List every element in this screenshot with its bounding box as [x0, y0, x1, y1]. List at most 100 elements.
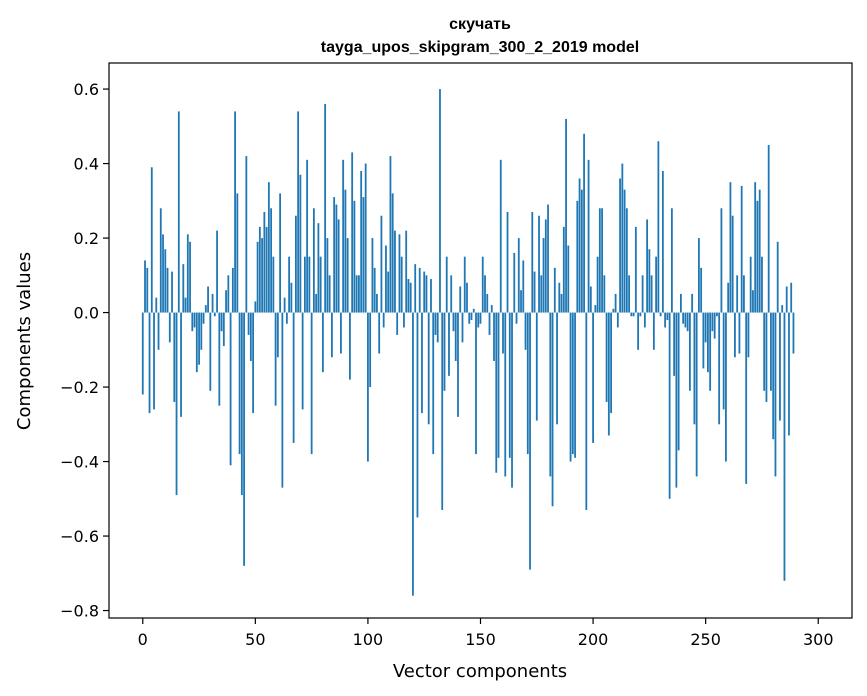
bar-282	[776, 241, 779, 313]
bar-13	[171, 271, 173, 313]
bar-229	[657, 141, 660, 313]
bar-278	[767, 144, 770, 313]
bar-82	[326, 238, 329, 313]
bar-226	[650, 275, 653, 313]
bar-121	[414, 264, 417, 313]
bar-172	[529, 312, 531, 570]
bar-157	[495, 312, 498, 473]
bar-25	[198, 312, 200, 365]
bar-115	[400, 256, 403, 313]
bar-81	[324, 103, 327, 313]
bar-255	[716, 312, 718, 317]
bar-200	[592, 312, 594, 443]
bar-124	[421, 312, 423, 414]
bar-22	[191, 312, 194, 332]
bar-105	[378, 312, 381, 354]
bar-56	[267, 182, 270, 313]
bar-250	[704, 312, 707, 343]
bar-73	[306, 159, 309, 313]
bar-249	[702, 312, 705, 369]
bar-177	[540, 275, 543, 313]
bar-130	[434, 312, 437, 335]
bar-217	[630, 312, 633, 317]
bar-186	[560, 293, 563, 313]
bar-86	[335, 204, 338, 313]
x-tick-label: 0	[138, 630, 148, 649]
bar-123	[418, 267, 421, 313]
bar-53	[261, 238, 263, 313]
bar-117	[405, 230, 408, 313]
bar-11	[166, 267, 169, 313]
bar-85	[333, 197, 336, 313]
bar-158	[497, 312, 500, 458]
bar-155	[490, 305, 493, 313]
bar-166	[515, 312, 518, 324]
bar-288	[790, 282, 793, 313]
bar-78	[317, 223, 320, 313]
bar-132	[439, 89, 441, 313]
bar-241	[684, 312, 687, 328]
bar-110	[389, 156, 392, 313]
bar-48	[249, 312, 252, 361]
bar-183	[553, 267, 556, 313]
bar-145	[468, 312, 471, 324]
bar-15	[175, 312, 178, 496]
y-tick-label: 0.0	[74, 304, 99, 323]
bar-126	[425, 275, 428, 313]
bar-197	[585, 312, 588, 510]
bar-209	[612, 308, 615, 313]
bar-106	[380, 215, 383, 313]
bar-97	[360, 171, 363, 313]
bar-120	[412, 312, 414, 596]
bar-173	[531, 211, 534, 313]
bar-151	[481, 256, 484, 313]
bar-242	[686, 312, 689, 332]
bar-152	[484, 275, 486, 313]
bar-26	[200, 312, 203, 350]
bar-27	[202, 312, 205, 324]
bar-111	[391, 193, 394, 313]
bar-10	[164, 249, 167, 313]
bar-30	[209, 312, 212, 391]
bar-289	[792, 312, 795, 354]
bar-52	[258, 226, 261, 313]
bar-191	[571, 312, 574, 455]
bar-44	[240, 312, 243, 496]
bar-223	[643, 312, 646, 328]
bar-201	[594, 305, 597, 313]
bar-131	[436, 312, 439, 343]
y-tick-label: −0.6	[60, 527, 99, 546]
bar-163	[508, 312, 511, 458]
bar-2	[146, 267, 149, 313]
bar-92	[349, 312, 351, 380]
bar-269	[747, 312, 750, 358]
bar-182	[551, 312, 554, 507]
bar-222	[641, 275, 644, 313]
bar-63	[283, 297, 286, 313]
bar-149	[477, 312, 480, 328]
y-tick-label: 0.6	[74, 80, 99, 99]
y-tick-label: −0.2	[60, 378, 99, 397]
bar-142	[461, 312, 464, 343]
bar-219	[634, 226, 637, 313]
bar-193	[576, 200, 579, 313]
chart-title-line1: скучать	[449, 16, 511, 33]
y-tick-label: 0.2	[74, 229, 99, 248]
bar-127	[427, 312, 430, 425]
bar-265	[738, 312, 741, 354]
bar-77	[315, 293, 318, 313]
bar-31	[211, 293, 214, 313]
bar-243	[688, 312, 691, 391]
bar-62	[281, 312, 284, 488]
bar-207	[607, 312, 610, 436]
bar-138	[452, 312, 455, 332]
y-tick-label: −0.8	[60, 602, 99, 621]
bar-251	[707, 312, 709, 373]
bar-202	[596, 256, 599, 313]
bar-246	[695, 312, 698, 477]
y-tick-label: −0.4	[60, 453, 99, 472]
bar-8	[159, 208, 162, 313]
bar-228	[655, 256, 658, 313]
bar-218	[632, 312, 635, 317]
